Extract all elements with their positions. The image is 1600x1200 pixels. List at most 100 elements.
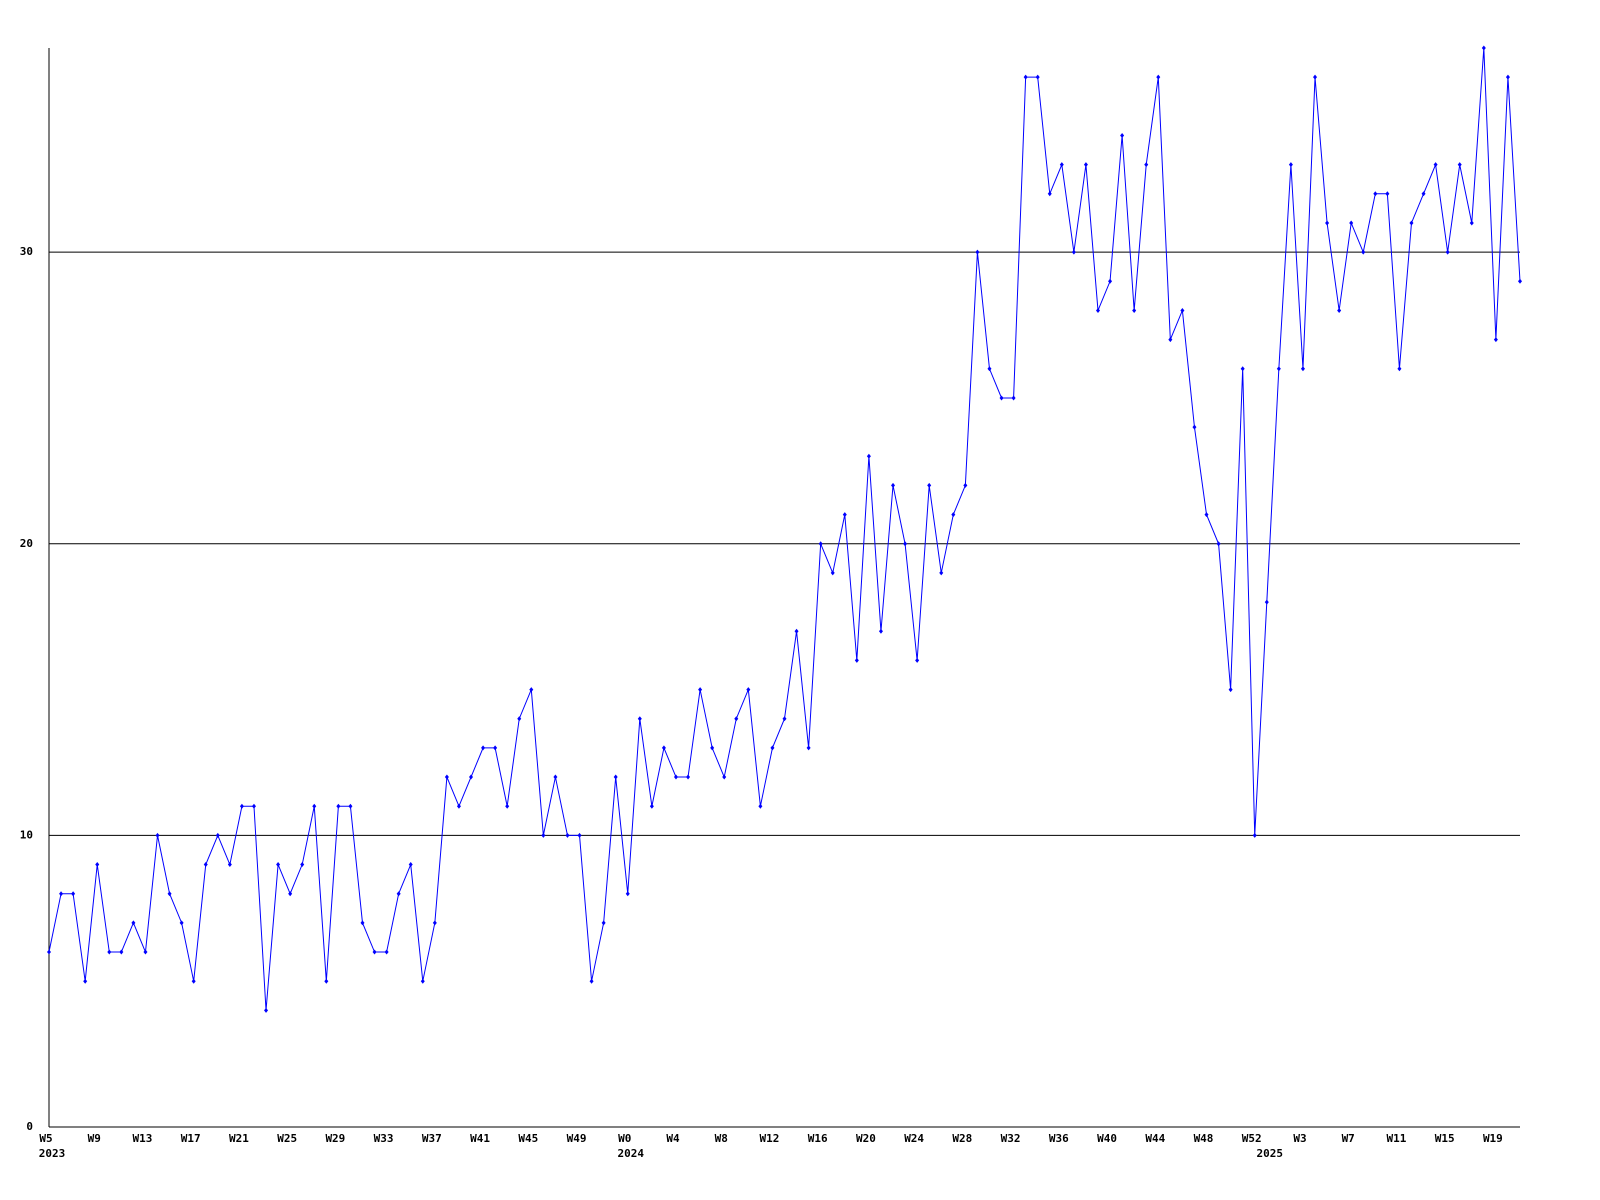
data-point: [975, 249, 980, 255]
data-point: [1421, 191, 1426, 197]
data-point: [1120, 132, 1125, 138]
data-point: [1108, 278, 1113, 284]
data-point: [529, 687, 534, 693]
data-point: [239, 803, 244, 809]
data-point: [469, 774, 474, 780]
x-tick-label: W15: [1435, 1132, 1455, 1145]
data-point: [396, 891, 401, 897]
y-tick-label: 30: [20, 245, 33, 258]
data-point: [987, 366, 992, 372]
x-tick-label: W49: [567, 1132, 587, 1145]
data-point: [758, 803, 763, 809]
data-point: [601, 920, 606, 926]
data-point: [107, 949, 112, 955]
data-point: [806, 745, 811, 751]
data-point: [637, 716, 642, 722]
x-year-label: 2024: [618, 1147, 645, 1160]
data-point: [613, 774, 618, 780]
data-point: [577, 832, 582, 838]
data-point: [1493, 337, 1498, 343]
data-point: [251, 803, 256, 809]
data-point: [1373, 191, 1378, 197]
data-point: [854, 657, 859, 663]
x-tick-label: W33: [374, 1132, 394, 1145]
data-point: [963, 482, 968, 488]
data-point: [1264, 599, 1269, 605]
data-point: [746, 687, 751, 693]
data-point: [673, 774, 678, 780]
data-point: [276, 862, 281, 868]
data-point: [191, 978, 196, 984]
data-point: [505, 803, 510, 809]
x-tick-label: W4: [666, 1132, 680, 1145]
data-point: [1518, 278, 1522, 284]
data-point: [384, 949, 389, 955]
data-point: [481, 745, 486, 751]
data-point: [155, 832, 160, 838]
data-point: [686, 774, 691, 780]
data-point: [1361, 249, 1366, 255]
x-tick-label: W16: [808, 1132, 828, 1145]
data-point: [1276, 366, 1281, 372]
data-point: [927, 482, 932, 488]
data-point: [589, 978, 594, 984]
x-tick-label: W19: [1483, 1132, 1503, 1145]
data-point: [1397, 366, 1402, 372]
data-point: [1505, 74, 1510, 80]
x-tick-label: W32: [1001, 1132, 1021, 1145]
data-point: [1047, 191, 1052, 197]
data-point: [541, 832, 546, 838]
data-point: [227, 862, 232, 868]
x-tick-label: W12: [760, 1132, 780, 1145]
data-point: [1011, 395, 1016, 401]
data-point: [456, 803, 461, 809]
x-tick-label: W0: [618, 1132, 631, 1145]
data-point: [698, 687, 703, 693]
data-point: [1469, 220, 1474, 226]
x-tick-label: W44: [1145, 1132, 1165, 1145]
data-point: [264, 1007, 269, 1013]
data-point: [288, 891, 293, 897]
data-point: [1180, 307, 1185, 313]
x-year-label: 2025: [1257, 1147, 1284, 1160]
data-point: [818, 541, 823, 547]
data-point: [71, 891, 76, 897]
data-point: [1216, 541, 1221, 547]
x-tick-label: W3: [1293, 1132, 1306, 1145]
data-point: [372, 949, 377, 955]
x-tick-label: W7: [1342, 1132, 1355, 1145]
data-point: [1337, 307, 1342, 313]
data-point: [866, 453, 871, 459]
data-point: [661, 745, 666, 751]
data-point: [1083, 162, 1088, 168]
data-point: [1023, 74, 1028, 80]
y-tick-label: 20: [20, 537, 33, 550]
data-point: [1095, 307, 1100, 313]
data-point: [625, 891, 630, 897]
data-point: [517, 716, 522, 722]
x-tick-label: W52: [1242, 1132, 1262, 1145]
x-tick-label: W45: [518, 1132, 538, 1145]
data-point: [878, 628, 883, 634]
data-point: [1445, 249, 1450, 255]
x-tick-label: W17: [181, 1132, 201, 1145]
data-point: [903, 541, 908, 547]
data-point: [432, 920, 437, 926]
data-point: [131, 920, 136, 926]
data-point: [1433, 162, 1438, 168]
data-point: [143, 949, 148, 955]
y-tick-label: 0: [26, 1120, 33, 1133]
data-point: [1059, 162, 1064, 168]
data-point: [59, 891, 64, 897]
data-point: [300, 862, 305, 868]
data-point: [1192, 424, 1197, 430]
data-point: [1071, 249, 1076, 255]
x-tick-label: W29: [325, 1132, 345, 1145]
x-tick-label: W20: [856, 1132, 876, 1145]
data-point: [1313, 74, 1318, 80]
data-point: [444, 774, 449, 780]
data-point: [1325, 220, 1330, 226]
x-tick-label: W24: [904, 1132, 924, 1145]
data-point: [1300, 366, 1305, 372]
